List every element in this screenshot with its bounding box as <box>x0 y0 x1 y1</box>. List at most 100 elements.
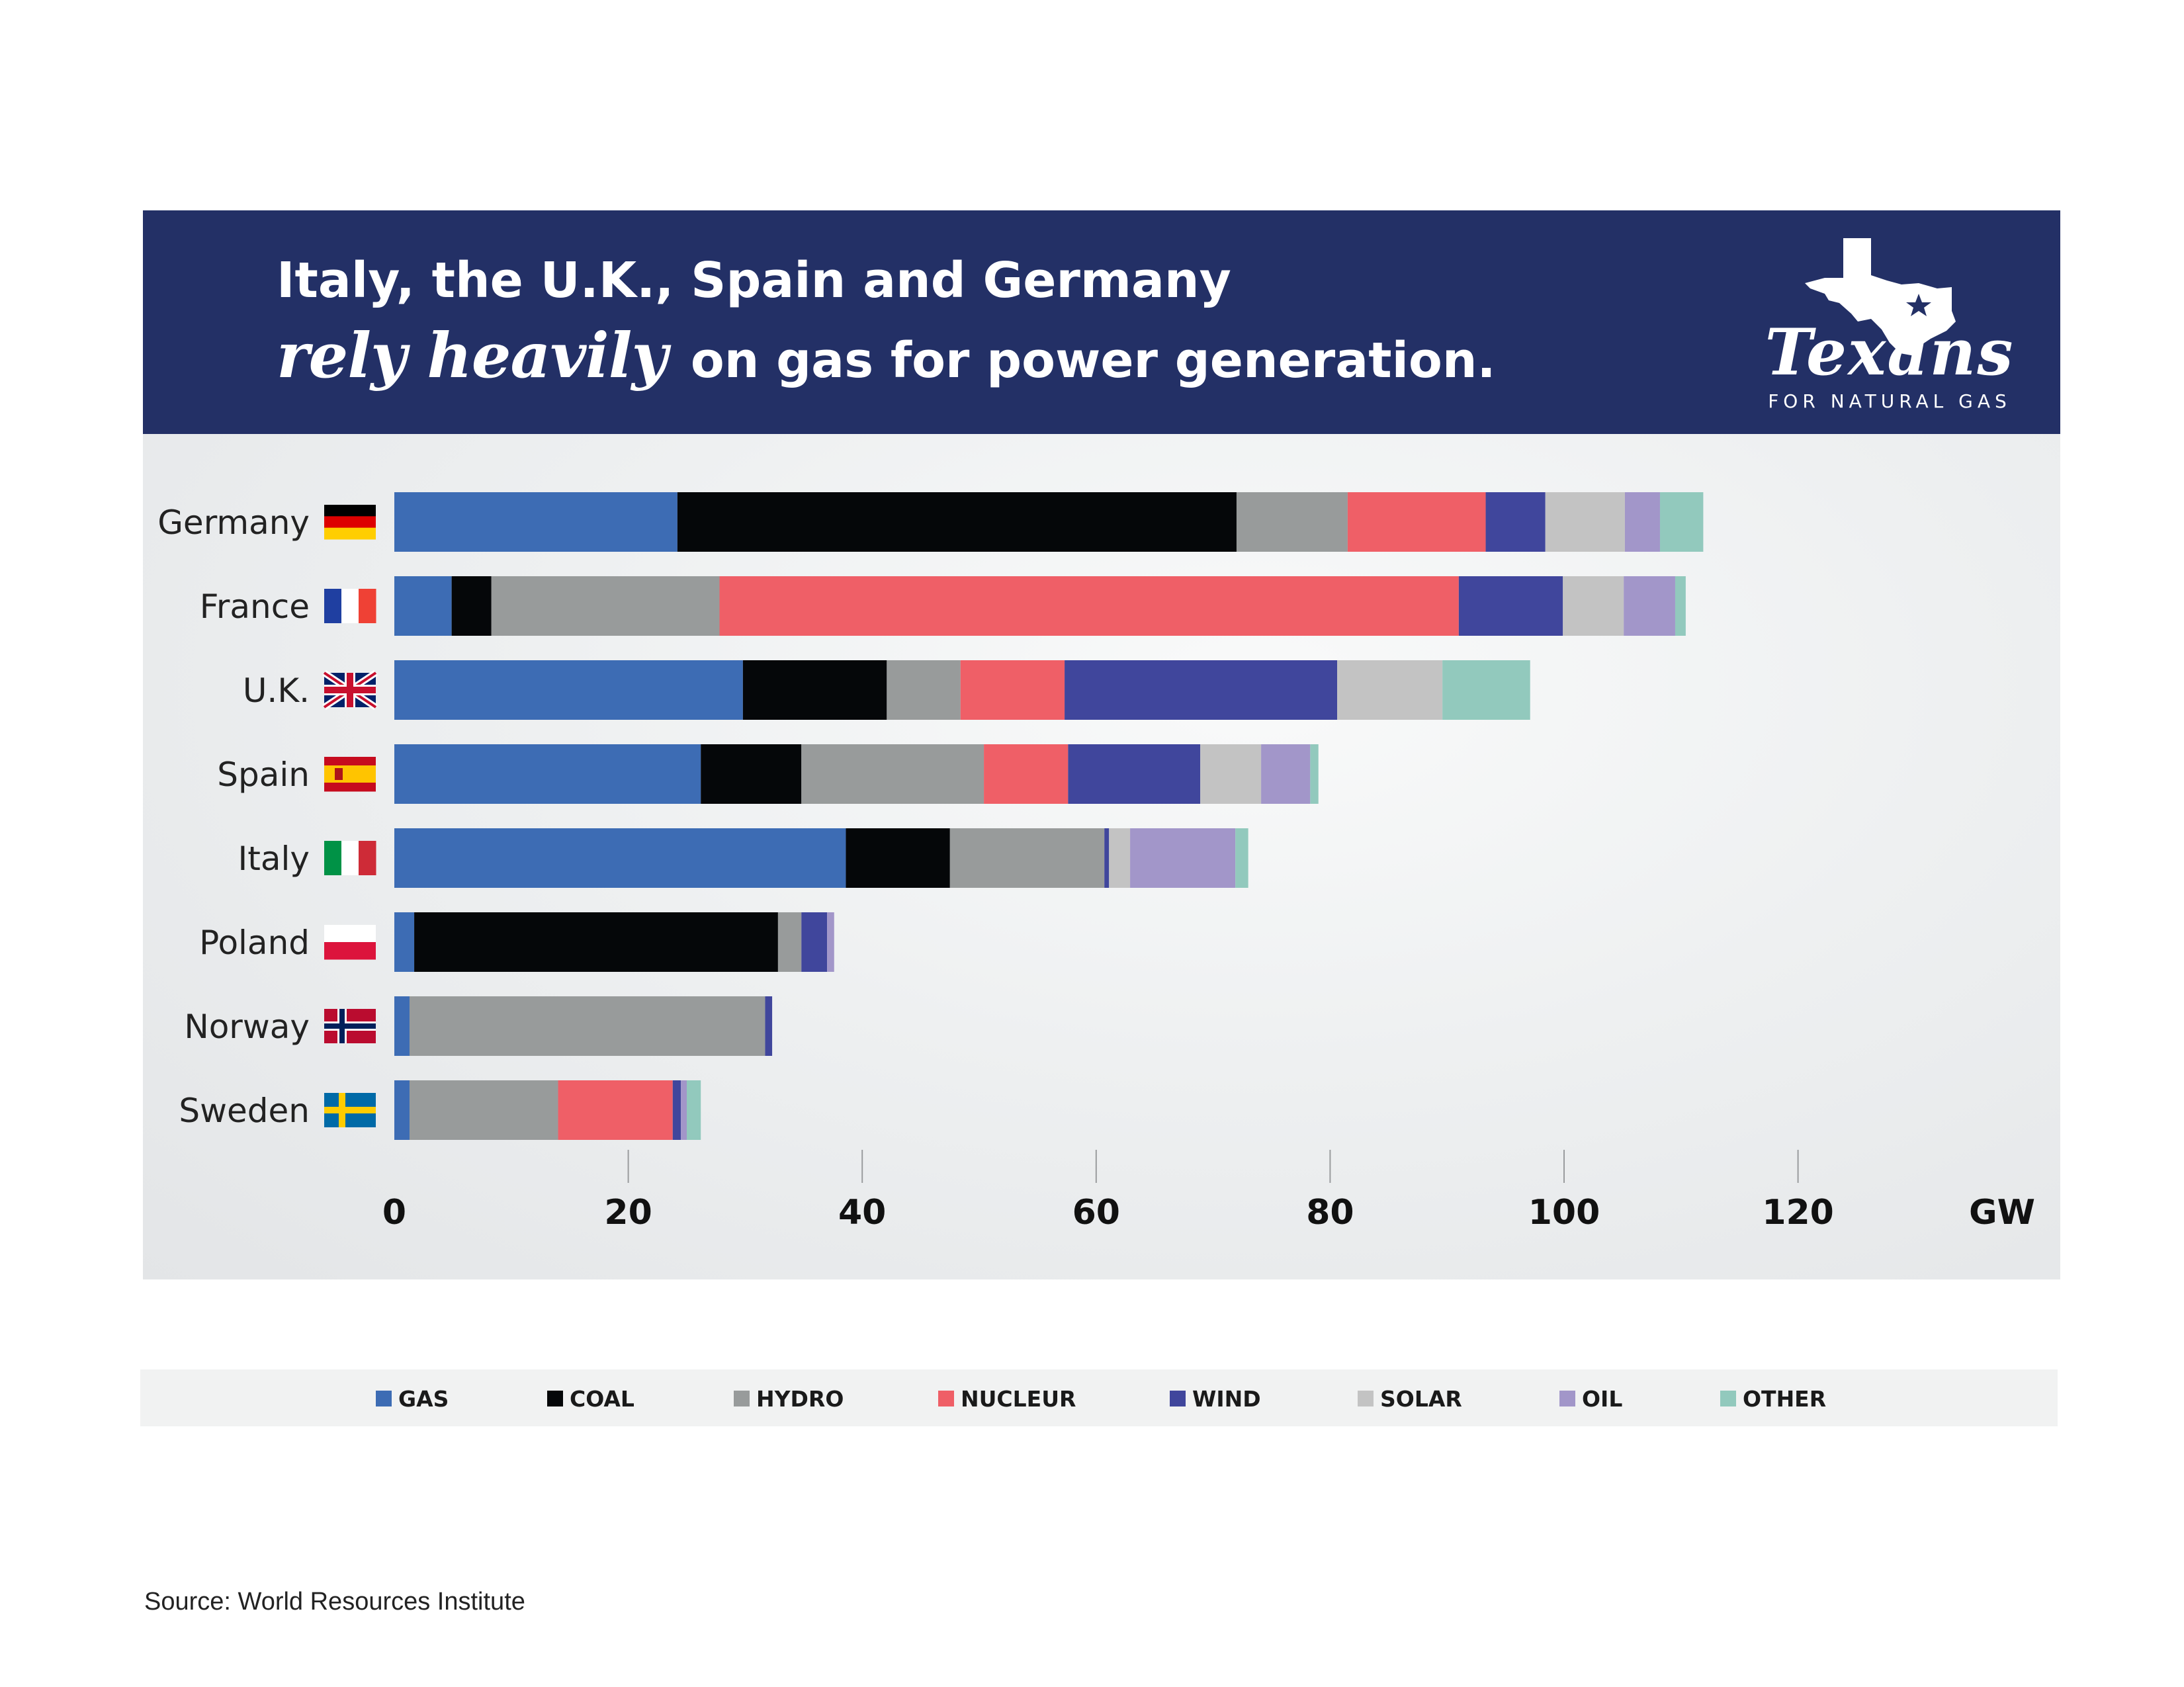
bar-spain-nucleur <box>984 744 1069 804</box>
headline-line2: on gas for power generation. <box>690 332 1496 389</box>
bar-spain-wind <box>1068 744 1201 804</box>
legend-swatch-coal <box>547 1391 563 1406</box>
bar-poland-hydro <box>777 912 802 972</box>
x-tick-label-20: 20 <box>604 1193 652 1233</box>
bar-germany-nucleur <box>1347 492 1486 552</box>
bar-norway-hydro <box>409 996 765 1056</box>
category-label-italy: Italy <box>238 840 310 878</box>
bar-u-k-gas <box>394 660 743 720</box>
bar-italy-coal <box>846 828 950 888</box>
bar-germany-wind <box>1485 492 1546 552</box>
x-tick-label-40: 40 <box>838 1193 886 1233</box>
bar-u-k-solar <box>1337 660 1443 720</box>
bar-germany-hydro <box>1236 492 1348 552</box>
legend-label-oil: OIL <box>1582 1386 1622 1412</box>
category-label-spain: Spain <box>217 756 310 794</box>
bar-sweden-hydro <box>409 1080 558 1140</box>
bar-italy-hydro <box>949 828 1105 888</box>
bar-spain-coal <box>701 744 802 804</box>
logo-tagline: FOR NATURAL GAS <box>1768 390 2011 412</box>
norway-flag-icon <box>324 1009 376 1043</box>
bar-sweden-oil <box>681 1080 687 1140</box>
x-tick-label-80: 80 <box>1306 1193 1354 1233</box>
legend-swatch-nucleur <box>938 1391 954 1406</box>
bar-france-coal <box>451 576 492 636</box>
bar-sweden-nucleur <box>558 1080 673 1140</box>
bar-france-solar <box>1563 576 1624 636</box>
bar-poland-oil <box>827 912 834 972</box>
texas-map-star-icon <box>1805 238 1956 356</box>
bar-spain-gas <box>394 744 701 804</box>
bar-norway-wind <box>765 996 773 1056</box>
legend-swatch-other <box>1720 1391 1736 1406</box>
x-tick-label-100: 100 <box>1528 1193 1600 1233</box>
bar-germany-oil <box>1624 492 1660 552</box>
headline: Italy, the U.K., Spain and Germany rely … <box>277 245 1496 400</box>
bar-france-oil <box>1624 576 1675 636</box>
category-label-sweden: Sweden <box>179 1092 310 1130</box>
category-label-france: France <box>200 587 310 626</box>
legend-swatch-hydro <box>734 1391 750 1406</box>
legend-label-other: OTHER <box>1743 1386 1826 1412</box>
bar-poland-gas <box>394 912 415 972</box>
x-tick-label-120: 120 <box>1762 1193 1834 1233</box>
bar-sweden-gas <box>394 1080 410 1140</box>
legend-label-coal: COAL <box>570 1386 634 1412</box>
bar-france-nucleur <box>719 576 1459 636</box>
source-note: Source: World Resources Institute <box>144 1588 525 1616</box>
bar-spain-solar <box>1200 744 1262 804</box>
bar-germany-solar <box>1545 492 1625 552</box>
bar-spain-other <box>1310 744 1319 804</box>
bar-u-k-other <box>1442 660 1530 720</box>
bar-italy-solar <box>1109 828 1131 888</box>
bar-spain-oil <box>1261 744 1311 804</box>
bar-france-other <box>1675 576 1686 636</box>
category-label-germany: Germany <box>157 503 310 542</box>
sweden-flag-icon <box>324 1093 376 1127</box>
x-tick-label-60: 60 <box>1072 1193 1120 1233</box>
bar-sweden-other <box>687 1080 701 1140</box>
header-banner: Italy, the U.K., Spain and Germany rely … <box>143 210 2060 434</box>
legend-swatch-wind <box>1170 1391 1186 1406</box>
spain-flag-icon <box>324 757 376 792</box>
bar-italy-gas <box>394 828 846 888</box>
legend-swatch-solar <box>1358 1391 1374 1406</box>
x-axis-unit: GW <box>1969 1193 2035 1233</box>
legend-swatch-gas <box>376 1391 392 1406</box>
bar-germany-other <box>1659 492 1704 552</box>
category-label-norway: Norway <box>184 1008 310 1046</box>
france-flag-icon <box>324 589 376 623</box>
headline-line1: Italy, the U.K., Spain and Germany <box>277 252 1231 309</box>
germany-flag-icon <box>324 505 376 540</box>
bar-italy-wind <box>1104 828 1110 888</box>
bar-u-k-coal <box>742 660 887 720</box>
bar-norway-gas <box>394 996 410 1056</box>
bar-spain-hydro <box>801 744 984 804</box>
uk-flag-icon <box>322 670 378 711</box>
legend-bar <box>140 1369 2058 1426</box>
headline-emphasis: rely heavily <box>277 320 668 392</box>
legend-label-gas: GAS <box>398 1386 449 1412</box>
legend-label-nucleur: NUCLEUR <box>961 1386 1076 1412</box>
x-tick-label-0: 0 <box>382 1193 406 1233</box>
bar-u-k-nucleur <box>960 660 1065 720</box>
texans-for-natural-gas-logo: Texans FOR NATURAL GAS <box>1704 237 2075 415</box>
poland-flag-icon <box>324 925 376 960</box>
bar-france-gas <box>394 576 452 636</box>
category-label-u-k: U.K. <box>243 671 310 710</box>
italy-flag-icon <box>324 841 376 875</box>
bar-italy-oil <box>1130 828 1236 888</box>
bar-sweden-wind <box>672 1080 681 1140</box>
legend-label-hydro: HYDRO <box>756 1386 844 1412</box>
bar-germany-gas <box>394 492 677 552</box>
bar-france-wind <box>1458 576 1563 636</box>
legend-label-solar: SOLAR <box>1380 1386 1462 1412</box>
bar-poland-wind <box>801 912 828 972</box>
logo-wordmark: Texans <box>1765 315 2015 390</box>
category-label-poland: Poland <box>199 924 310 962</box>
bar-france-hydro <box>491 576 720 636</box>
bar-u-k-wind <box>1065 660 1338 720</box>
legend-swatch-oil <box>1559 1391 1575 1406</box>
bar-poland-coal <box>414 912 778 972</box>
